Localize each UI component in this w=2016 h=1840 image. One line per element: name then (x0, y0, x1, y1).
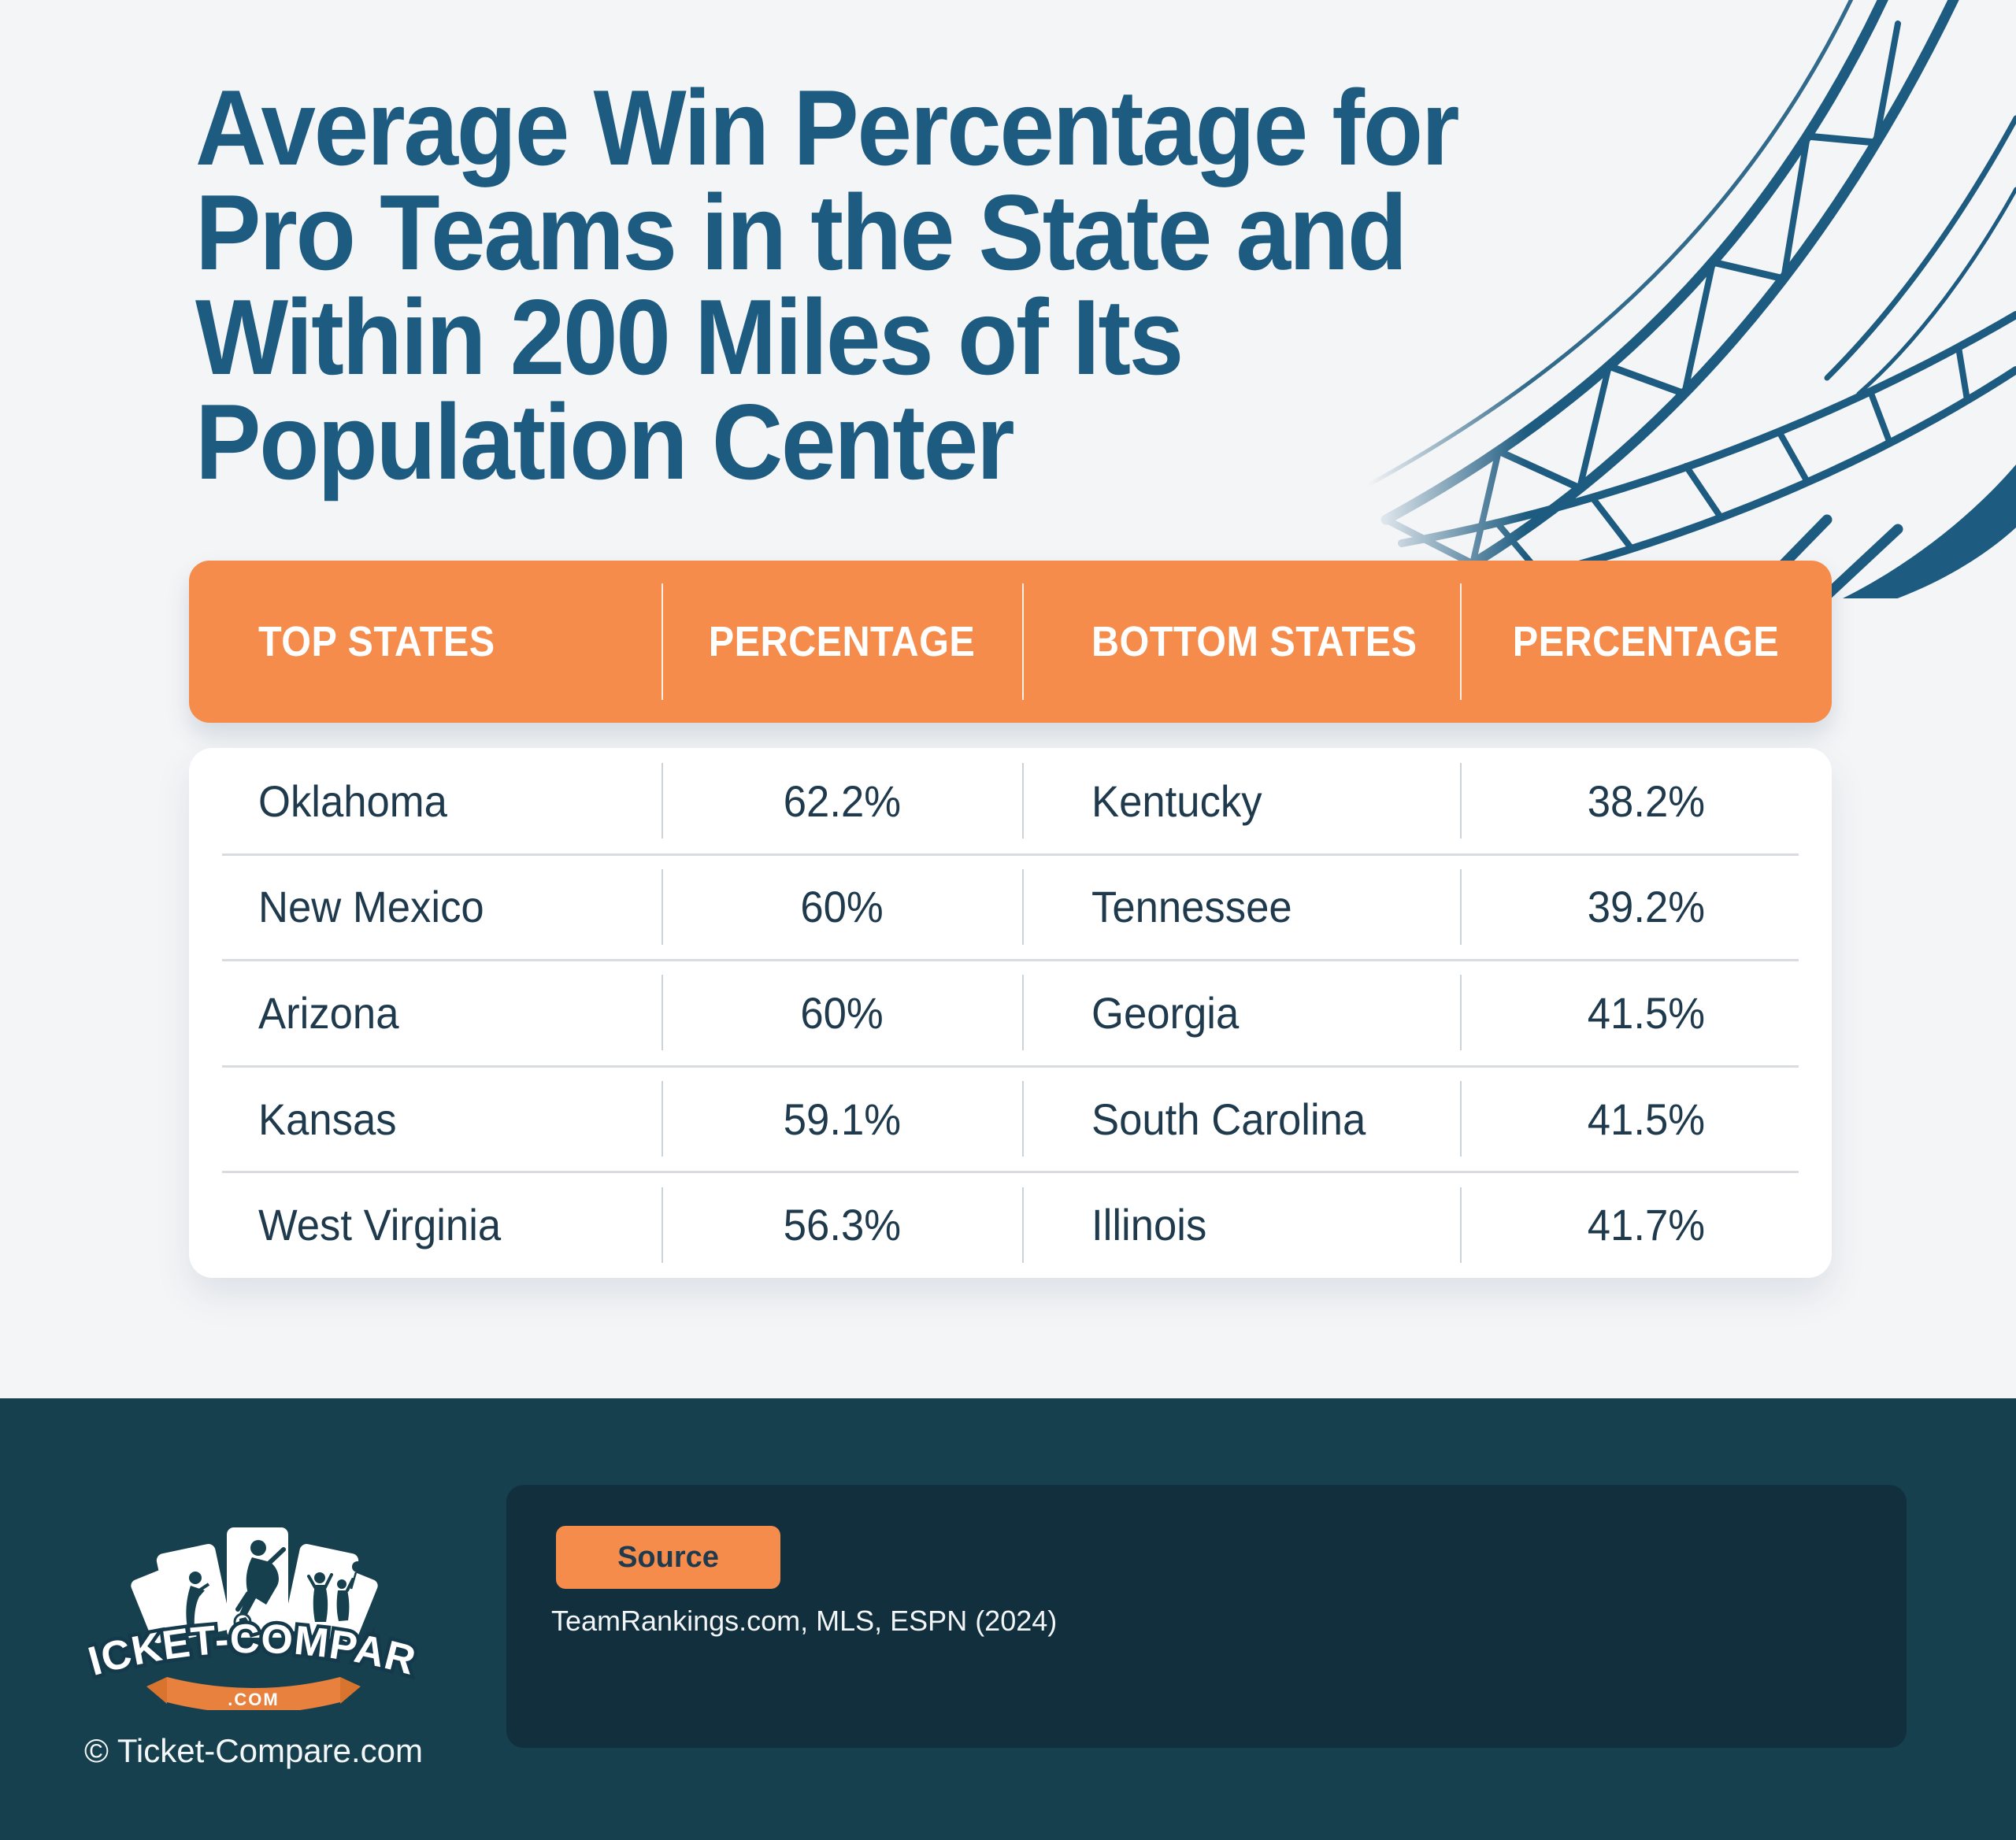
top-state: West Virginia (258, 1200, 502, 1250)
header-top-percentage: PERCENTAGE (708, 618, 976, 665)
title-line: Average Win Percentage for (195, 68, 1460, 187)
title-line: Pro Teams in the State and (195, 172, 1407, 292)
table-row: Kansas 59.1% South Carolina 41.5% (189, 1064, 1832, 1172)
source-text: TeamRankings.com, MLS, ESPN (2024) (551, 1605, 1058, 1637)
column-divider (662, 1081, 663, 1157)
top-pct: 60% (800, 987, 884, 1038)
column-divider (662, 763, 663, 839)
top-state: Kansas (258, 1094, 397, 1144)
column-divider (1460, 763, 1462, 839)
title-line: Within 200 Miles of Its (195, 277, 1184, 397)
row-divider (222, 959, 1799, 962)
top-state: Oklahoma (258, 776, 447, 826)
header-bottom-percentage: PERCENTAGE (1512, 618, 1780, 665)
logo-tld-text: .COM (228, 1690, 279, 1709)
header-divider (1022, 583, 1024, 700)
copyright-text: © Ticket-Compare.com (83, 1732, 424, 1769)
header-divider (662, 583, 663, 700)
soccer-player-silhouette-icon (235, 1540, 286, 1617)
top-pct: 59.1% (783, 1094, 901, 1144)
header-top-states: TOP STATES (258, 618, 495, 665)
stadium-line-art-illustration (1360, 0, 2016, 598)
bottom-pct: 41.5% (1587, 987, 1705, 1038)
column-divider (1022, 975, 1024, 1051)
table-row: West Virginia 56.3% Illinois 41.7% (189, 1171, 1832, 1278)
table-row: New Mexico 60% Tennessee 39.2% (189, 853, 1832, 961)
bottom-state: Georgia (1091, 987, 1240, 1038)
column-divider (1022, 763, 1024, 839)
bottom-state: Tennessee (1091, 882, 1292, 932)
column-divider (1022, 1187, 1024, 1263)
top-pct: 56.3% (783, 1200, 901, 1250)
column-divider (662, 868, 663, 945)
top-state: Arizona (258, 987, 399, 1038)
fans-silhouette-icon (307, 1561, 363, 1622)
singer-silhouette-icon (186, 1572, 210, 1629)
column-divider (1460, 1081, 1462, 1157)
column-divider (1460, 975, 1462, 1051)
row-divider (222, 853, 1799, 856)
column-divider (662, 1187, 663, 1263)
soccer-ball-icon (233, 1612, 252, 1631)
table-header: TOP STATES PERCENTAGE BOTTOM STATES PERC… (189, 561, 1832, 723)
table-row: Oklahoma 62.2% Kentucky 38.2% (189, 748, 1832, 854)
ticket-compare-logo: TICKET-COMPARE .COM (88, 1521, 419, 1710)
header-divider (1460, 583, 1462, 700)
logo-ribbon: .COM (146, 1677, 361, 1710)
table-row: Arizona 60% Georgia 41.5% (189, 959, 1832, 1066)
column-divider (1460, 1187, 1462, 1263)
footer: TICKET-COMPARE .COM © Ticket-Compare.com… (0, 1398, 2016, 1840)
bottom-pct: 39.2% (1587, 882, 1705, 932)
bottom-pct: 41.5% (1587, 1094, 1705, 1144)
table-card: Oklahoma 62.2% Kentucky 38.2% New Mexico… (189, 748, 1832, 1278)
bottom-state: South Carolina (1091, 1094, 1366, 1144)
top-pct: 62.2% (783, 776, 901, 826)
column-divider (1460, 868, 1462, 945)
source-button[interactable]: Source (556, 1526, 780, 1589)
column-divider (662, 975, 663, 1051)
header-bottom-states: BOTTOM STATES (1091, 618, 1418, 665)
column-divider (1022, 1081, 1024, 1157)
column-divider (1022, 868, 1024, 945)
row-divider (222, 1171, 1799, 1174)
bottom-pct: 41.7% (1587, 1200, 1705, 1250)
top-pct: 60% (800, 882, 884, 932)
bottom-pct: 38.2% (1587, 776, 1705, 826)
bottom-state: Kentucky (1091, 776, 1262, 826)
top-state: New Mexico (258, 882, 484, 932)
bottom-state: Illinois (1091, 1200, 1207, 1250)
page-title: Average Win Percentage for Pro Teams in … (195, 68, 1460, 502)
title-line: Population Center (195, 382, 1015, 502)
row-divider (222, 1064, 1799, 1068)
